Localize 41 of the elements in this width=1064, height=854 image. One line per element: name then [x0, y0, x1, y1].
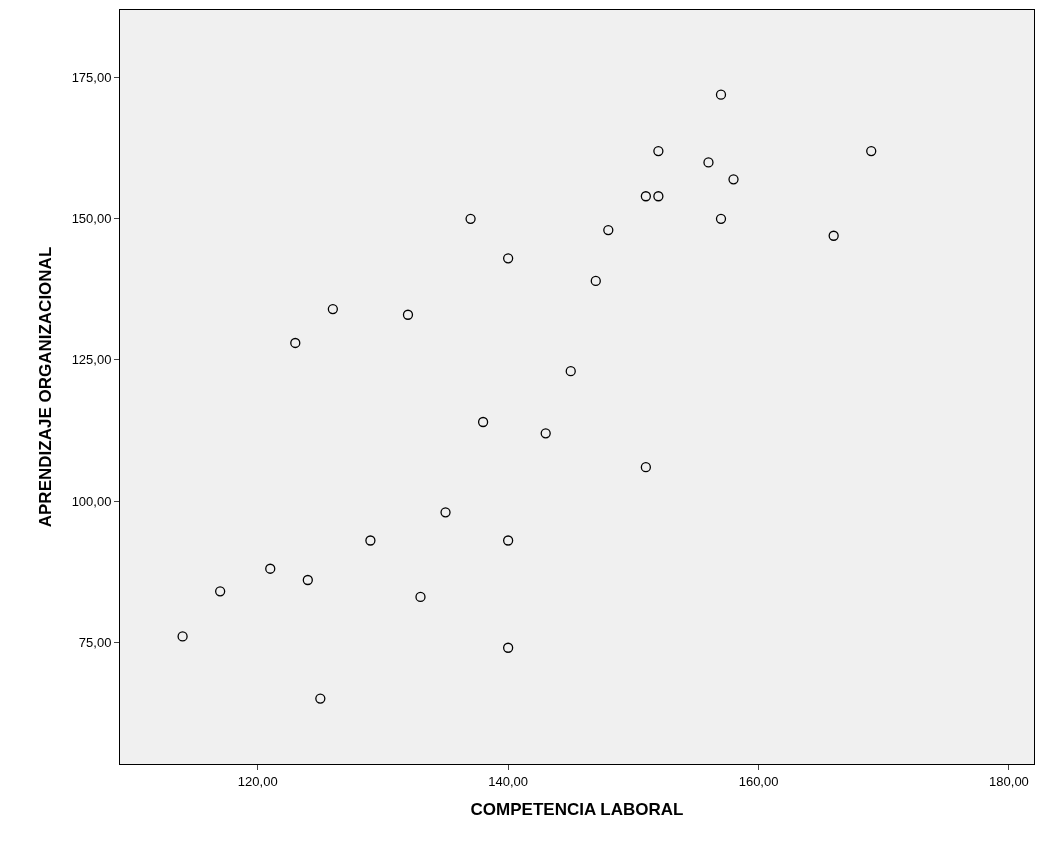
- point: [653, 191, 664, 202]
- point: [502, 642, 514, 653]
- y-axis-title: APRENDIZAJE ORGANIZACIONAL: [36, 246, 56, 528]
- y-tick-label: 125,00: [71, 352, 112, 368]
- point: [502, 535, 514, 546]
- point: [540, 428, 551, 439]
- point: [402, 309, 414, 320]
- x-tick-label: 160,00: [738, 773, 779, 789]
- point: [315, 693, 326, 704]
- point: [653, 145, 664, 157]
- point: [215, 586, 226, 597]
- point: [265, 563, 276, 574]
- y-tick-label: 150,00: [71, 211, 112, 227]
- point: [302, 574, 313, 586]
- point: [715, 89, 727, 100]
- y-tick-label: 75,00: [78, 634, 112, 650]
- x-tick-label: 120,00: [237, 773, 278, 789]
- y-tick-label: 175,00: [71, 70, 112, 86]
- point: [415, 591, 426, 603]
- point: [715, 213, 727, 224]
- x-tick-label: 180,00: [989, 773, 1029, 789]
- point: [465, 213, 476, 224]
- x-tick-label: 140,00: [488, 773, 529, 789]
- y-tick-label: 100,00: [71, 493, 112, 509]
- point: [866, 145, 877, 157]
- point: [502, 253, 514, 264]
- point: [365, 535, 376, 546]
- point: [565, 366, 576, 377]
- point: [728, 174, 739, 185]
- point: [590, 275, 601, 287]
- point: [640, 191, 652, 202]
- point: [828, 230, 839, 241]
- point: [177, 631, 188, 642]
- point: [477, 416, 489, 428]
- point: [703, 157, 714, 168]
- point: [327, 303, 338, 315]
- x-axis-title: COMPETENCIA LABORAL: [470, 800, 684, 819]
- point: [440, 507, 451, 518]
- point: [603, 224, 614, 236]
- point: [290, 337, 301, 349]
- point: [640, 461, 652, 473]
